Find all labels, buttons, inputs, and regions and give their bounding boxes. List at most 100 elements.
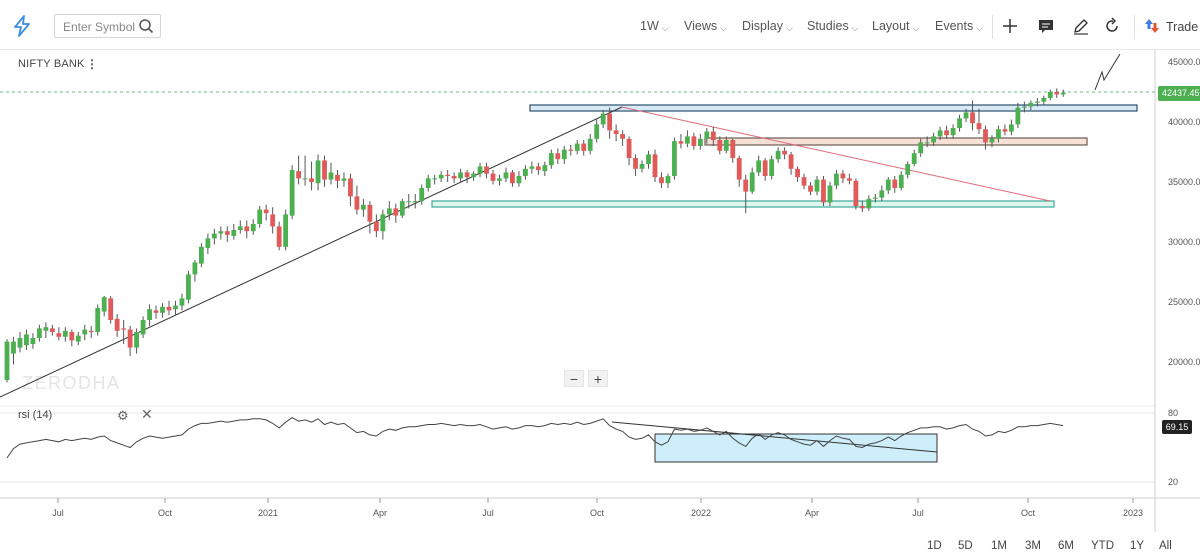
- x-axis-tick-label: Apr: [373, 508, 387, 518]
- candle-up: [186, 274, 191, 300]
- candle-up: [4, 341, 10, 380]
- candle-down: [1002, 129, 1008, 132]
- rsi-study-label: rsi (14): [18, 409, 53, 421]
- interval-dropdown[interactable]: 1W ⌵: [640, 19, 669, 33]
- candle-up: [386, 208, 392, 215]
- candle-up: [1060, 92, 1066, 95]
- candle-up: [199, 246, 204, 264]
- candle-up: [43, 327, 49, 331]
- x-axis-tick-label: 2023: [1123, 508, 1143, 518]
- x-axis-tick-label: Oct: [590, 508, 605, 518]
- candle-up: [289, 170, 295, 216]
- search-icon[interactable]: [138, 18, 154, 34]
- logo-bolt-icon[interactable]: [10, 14, 34, 38]
- chevron-down-icon: ⌵: [912, 23, 920, 33]
- candle-down: [535, 166, 541, 170]
- candle-up: [561, 149, 567, 160]
- rsi-series: [6, 417, 1064, 459]
- close-icon[interactable]: ✕: [141, 406, 153, 422]
- candle-up: [412, 201, 418, 203]
- candle-up: [685, 136, 690, 144]
- candle-up: [957, 118, 962, 128]
- candle-down: [801, 177, 807, 186]
- last-price-badge: 42437.45: [1158, 86, 1200, 101]
- search-input[interactable]: [63, 18, 137, 35]
- candle-up: [95, 308, 101, 332]
- rsi-trendline[interactable]: [611, 421, 938, 453]
- candle-down: [859, 206, 865, 209]
- candle-up: [425, 178, 431, 188]
- candle-down: [821, 179, 826, 203]
- candle-up: [173, 305, 178, 310]
- menu-events[interactable]: Events ⌵: [935, 19, 983, 33]
- support-zone[interactable]: [431, 200, 1055, 208]
- candle-up: [101, 297, 107, 312]
- pencil-icon[interactable]: [1071, 16, 1091, 36]
- more-options-icon[interactable]: ⋮: [86, 57, 98, 71]
- candle-up: [82, 329, 88, 335]
- period-all[interactable]: All: [1159, 540, 1172, 552]
- chevron-down-icon: ⌵: [786, 23, 793, 33]
- menu-views-label: Views: [684, 19, 718, 33]
- x-axis-tick-label: Jul: [52, 508, 64, 518]
- candle-up: [918, 142, 924, 154]
- candle-down: [970, 112, 975, 124]
- period-ytd[interactable]: YTD: [1091, 540, 1114, 552]
- menu-layout[interactable]: Layout ⌵: [872, 19, 919, 33]
- candle-down: [788, 154, 794, 169]
- period-1y[interactable]: 1Y: [1130, 540, 1145, 552]
- chart-area[interactable]: ZERODHA 45000.0 40000.0 35000.0 30000.0 2500…: [0, 50, 1200, 532]
- candle-up: [406, 201, 412, 203]
- y-axis-tick-label: 35000.0: [1168, 177, 1200, 187]
- trade-button[interactable]: Trade: [1166, 20, 1199, 34]
- period-3m[interactable]: 3M: [1025, 540, 1041, 552]
- candle-down: [335, 174, 340, 181]
- symbol-search[interactable]: [54, 14, 161, 38]
- candle-up: [523, 168, 528, 176]
- candle-up: [587, 138, 593, 151]
- candle-down: [717, 140, 723, 151]
- supply-zone[interactable]: [704, 137, 1088, 146]
- candle-up: [646, 154, 651, 164]
- x-axis-tick-label: 2022: [691, 508, 711, 518]
- trade-arrows-icon[interactable]: [1142, 16, 1162, 36]
- downtrend-line[interactable]: [621, 106, 1051, 202]
- refresh-icon[interactable]: [1102, 16, 1122, 36]
- candle-up: [769, 159, 775, 176]
- candle-down: [224, 231, 230, 235]
- period-1d[interactable]: 1D: [927, 540, 942, 552]
- rsi-value-badge: 69.15: [1162, 420, 1192, 434]
- menu-display[interactable]: Display ⌵: [742, 19, 793, 33]
- zoom-in-button[interactable]: +: [588, 370, 608, 387]
- candle-down: [607, 113, 613, 131]
- annotation-icon[interactable]: [1036, 16, 1056, 36]
- resistance-zone[interactable]: [529, 104, 1138, 112]
- chevron-down-icon: ⌵: [661, 23, 669, 33]
- candle-up: [834, 173, 839, 186]
- crosshair-icon[interactable]: [1000, 16, 1020, 36]
- candle-up: [160, 306, 165, 313]
- interval-label: 1W: [640, 19, 659, 33]
- projection-sketch[interactable]: [1094, 53, 1121, 91]
- zoom-out-button[interactable]: −: [564, 370, 584, 387]
- x-axis-tick-label: Oct: [158, 508, 173, 518]
- candle-down: [736, 158, 742, 180]
- candle-up: [775, 150, 781, 160]
- candle-up: [529, 166, 535, 169]
- uptrend-line[interactable]: [0, 106, 623, 398]
- candle-down: [373, 221, 379, 232]
- candle-up: [75, 335, 81, 342]
- period-1m[interactable]: 1M: [991, 540, 1007, 552]
- period-6m[interactable]: 6M: [1058, 540, 1074, 552]
- menu-views[interactable]: Views ⌵: [684, 19, 727, 33]
- gear-icon[interactable]: ⚙: [117, 408, 129, 423]
- candle-down: [633, 158, 638, 169]
- candle-down: [847, 178, 852, 181]
- watermark: ZERODHA: [22, 373, 121, 393]
- candle-up: [341, 178, 347, 181]
- menu-studies[interactable]: Studies ⌵: [807, 19, 859, 33]
- menu-layout-label: Layout: [872, 19, 910, 33]
- x-axis-tick-label: Oct: [1021, 508, 1036, 518]
- candle-up: [438, 174, 444, 179]
- period-5d[interactable]: 5D: [958, 540, 973, 552]
